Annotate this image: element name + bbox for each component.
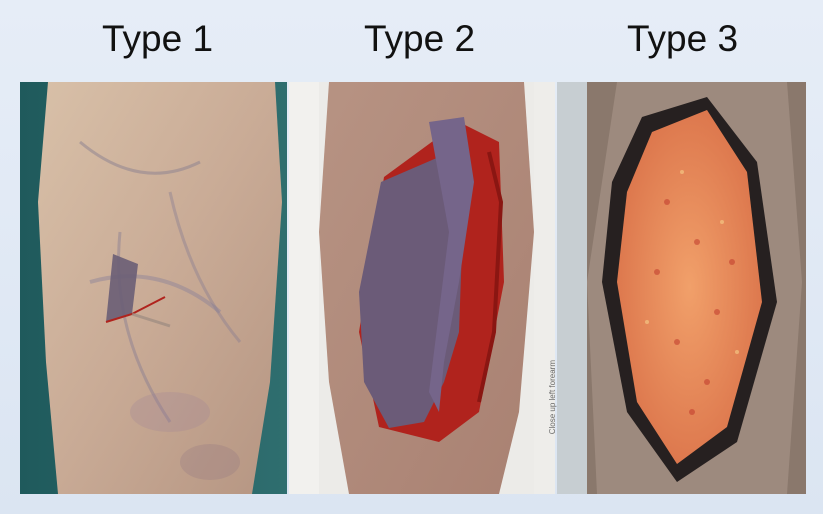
photo-type-3 [557,82,806,494]
photo-type-3-graphic [557,82,806,494]
label-type-2: Type 2 [363,18,476,59]
photo-type-2 [289,82,555,494]
photo-type-2-graphic [289,82,555,494]
panel-3-caption: Close up left forearm [548,360,557,435]
photo-type-1 [20,82,287,494]
label-type-3: Type 3 [626,18,739,59]
photo-type-1-graphic [20,82,287,494]
label-type-1: Type 1 [101,18,214,59]
